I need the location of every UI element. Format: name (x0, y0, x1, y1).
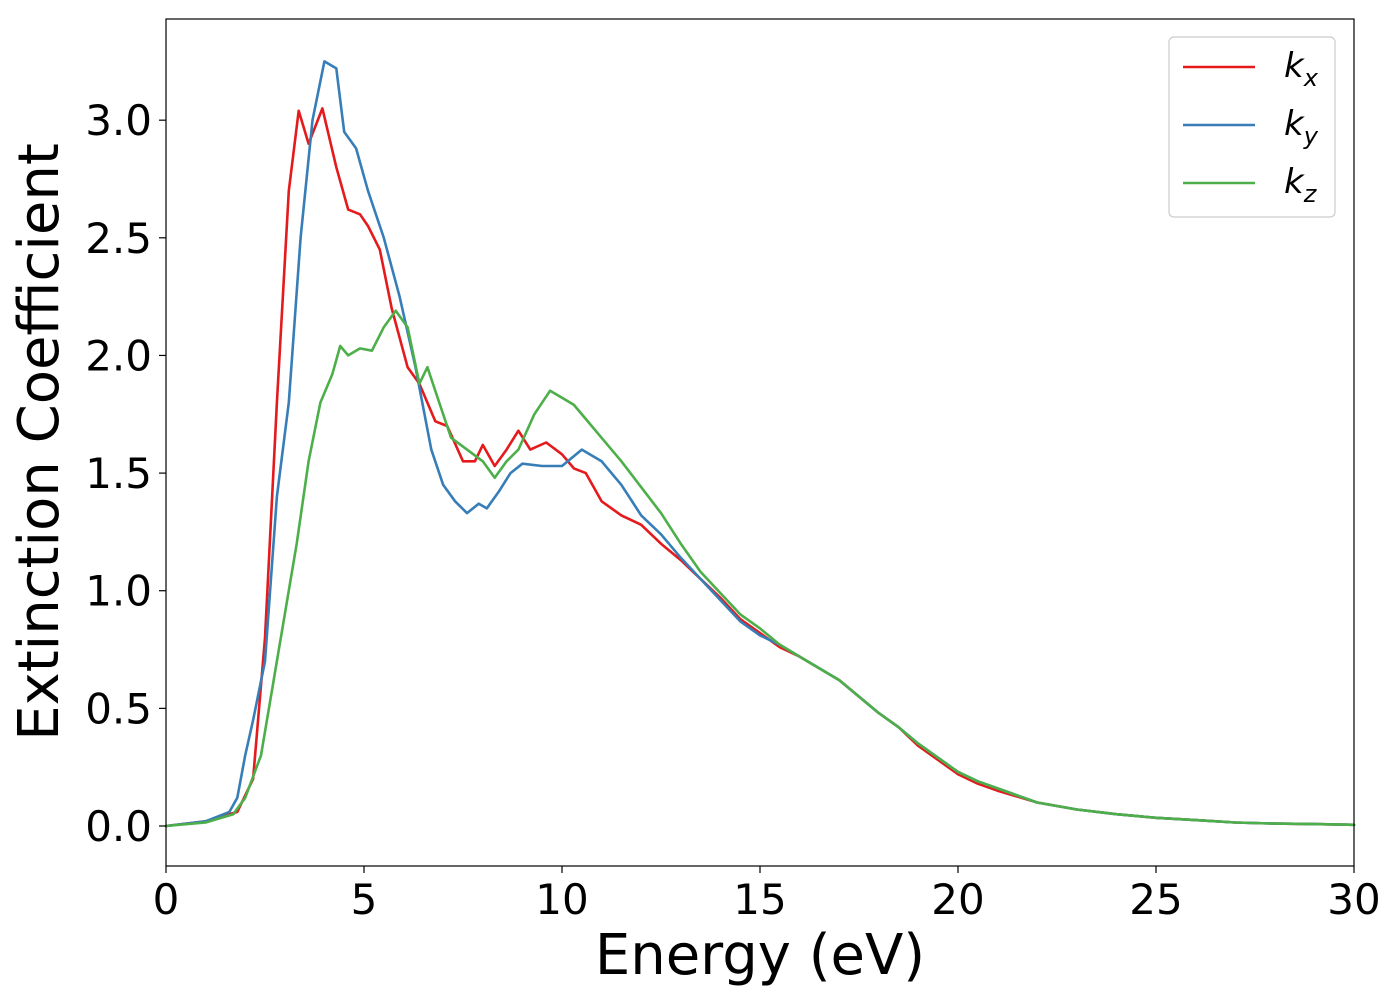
y-tick-label: 2.0 (85, 331, 152, 380)
y-tick-label: 2.5 (85, 214, 152, 263)
legend-subscript: y (1303, 122, 1319, 150)
series-line-kz (164, 309, 1356, 828)
x-tick-label: 10 (535, 875, 588, 924)
legend-subscript: x (1303, 64, 1319, 92)
x-tick-label: 20 (931, 875, 984, 924)
legend-label-kz: kz (1284, 162, 1318, 208)
series-line-kx (164, 107, 1356, 828)
y-tick-label: 3.0 (85, 96, 152, 145)
x-axis-label: Energy (eV) (595, 923, 925, 988)
legend-box (1168, 36, 1336, 218)
y-axis-label: Extinction Coefficient (7, 143, 72, 741)
x-tick-label: 30 (1327, 875, 1380, 924)
x-tick-label: 5 (351, 875, 378, 924)
x-tick-label: 25 (1129, 875, 1182, 924)
x-axis-ticks: 0 5 10 15 20 25 30 (153, 866, 1381, 924)
y-tick-label: 1.5 (85, 449, 152, 498)
y-tick-label: 0.0 (85, 802, 152, 851)
legend-subscript: z (1303, 180, 1318, 208)
x-tick-label: 0 (153, 875, 180, 924)
y-tick-label: 1.0 (85, 567, 152, 616)
x-tick-label: 15 (733, 875, 786, 924)
y-tick-label: 0.5 (85, 684, 152, 733)
y-axis-ticks: 0.0 0.5 1.0 1.5 2.0 2.5 3.0 (85, 96, 166, 851)
